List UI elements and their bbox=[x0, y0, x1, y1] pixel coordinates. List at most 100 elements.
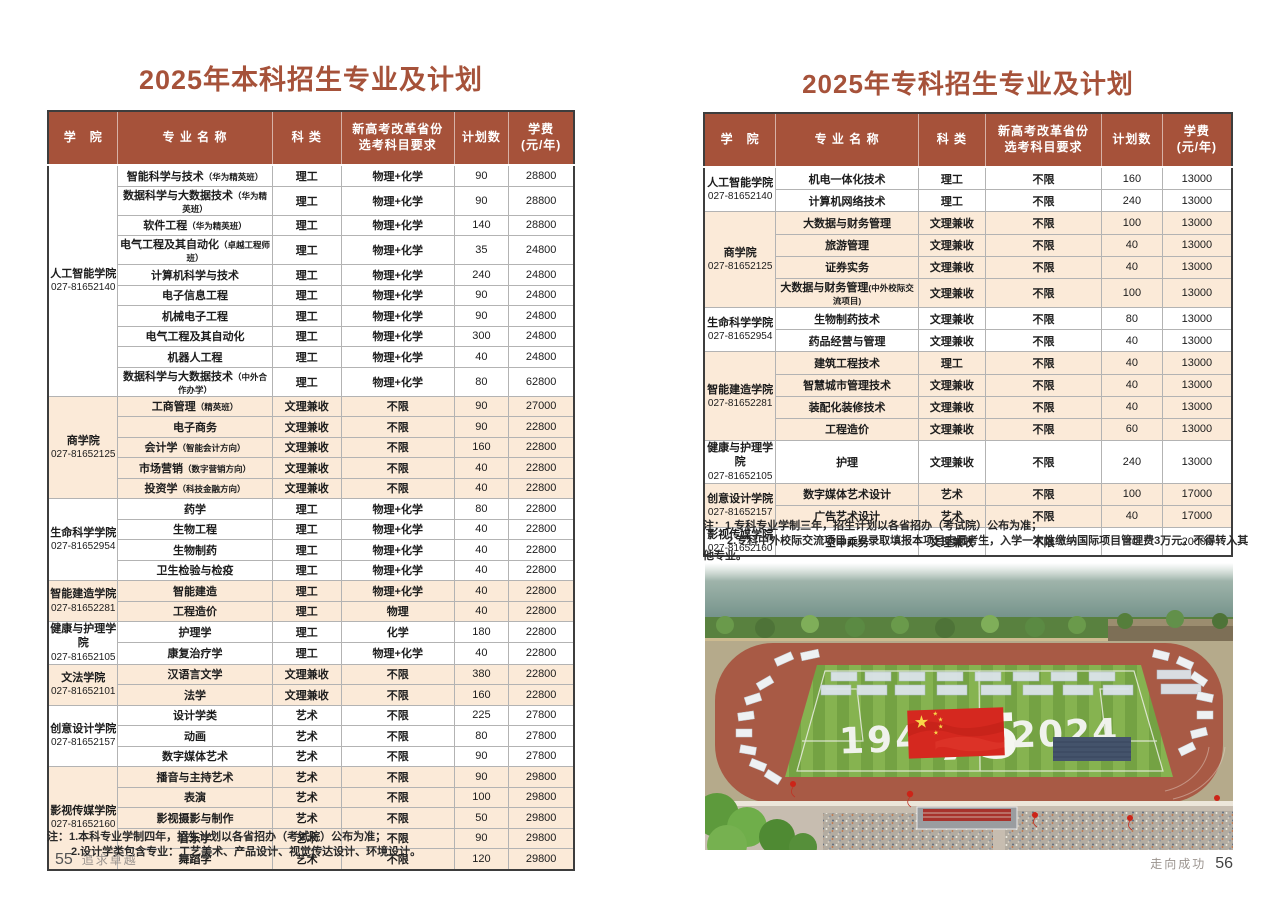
table-row: 法学 文理兼收 不限 160 22800 bbox=[48, 684, 575, 706]
major-cell: 音乐学 bbox=[117, 827, 273, 850]
category-cell: 理工 bbox=[271, 518, 342, 540]
subjects-cell: 不限 bbox=[984, 277, 1103, 308]
fee-cell: 13000 bbox=[1161, 166, 1233, 191]
table-row: 商学院 027-81652125 大数据与财务管理 文理兼收 不限 100 13000 bbox=[703, 211, 1233, 308]
category-cell: 艺术 bbox=[271, 745, 342, 768]
fee-cell: 20000 bbox=[1161, 527, 1233, 557]
plan-cell: 80 bbox=[453, 498, 510, 520]
major-cell: 电气工程及其自动化 bbox=[117, 325, 273, 347]
subjects-cell: 物理+化学 bbox=[340, 214, 455, 236]
table-row: 计算机网络技术 理工 不限 240 13000 bbox=[704, 189, 1233, 213]
subjects-cell: 不限 bbox=[984, 417, 1103, 442]
fee-cell: 29800 bbox=[508, 807, 575, 829]
left-page-footer: 55 追求卓越 bbox=[55, 851, 138, 869]
plan-cell: 60 bbox=[1101, 417, 1163, 442]
fee-cell: 13000 bbox=[1161, 211, 1233, 235]
major-cell: 汉语言文学 bbox=[117, 663, 273, 686]
college-cell: 创意设计学院 027-81652157 bbox=[47, 704, 119, 768]
table-row: 智慧城市管理技术 文理兼收 不限 40 13000 bbox=[704, 373, 1233, 397]
plan-cell: 80 bbox=[453, 725, 510, 747]
right-page-footer: 走向成功 56 bbox=[703, 855, 1233, 873]
subjects-cell: 不限 bbox=[340, 807, 455, 829]
college-cell: 人工智能学院 027-81652140 bbox=[703, 166, 777, 213]
plan-cell: 90 bbox=[453, 745, 510, 768]
table-row: 电气工程及其自动化 理工 物理+化学 300 24800 bbox=[48, 325, 575, 347]
category-cell: 文理兼收 bbox=[917, 440, 986, 484]
table-row: 投资学（科技金融方向） 文理兼收 不限 40 22800 bbox=[48, 477, 575, 499]
fee-cell: 13000 bbox=[1161, 417, 1233, 442]
fee-cell: 22800 bbox=[508, 620, 575, 644]
category-cell: 文理兼收 bbox=[917, 329, 986, 353]
subjects-cell: 不限 bbox=[340, 457, 455, 479]
subjects-cell: 不限 bbox=[984, 233, 1103, 257]
column-header: 新高考改革省份 选考科目要求 bbox=[984, 113, 1102, 168]
plan-cell: 160 bbox=[453, 436, 510, 458]
table-row: 药品经营与管理 文理兼收 不限 40 13000 bbox=[704, 329, 1233, 353]
subjects-cell: 物理+化学 bbox=[340, 284, 455, 306]
table-row: 电气工程及其自动化（卓越工程师班） 理工 物理+化学 35 24800 bbox=[48, 235, 575, 265]
plan-cell: 50 bbox=[453, 807, 510, 829]
table-row: 影视传媒学院 027-81652160 空中乘务 文理兼收 不限 40 20000 bbox=[703, 527, 1233, 557]
major-cell: 装配化装修技术 bbox=[775, 395, 919, 419]
column-header: 计划数 bbox=[1101, 113, 1163, 168]
table-row: 舞蹈学 艺术 不限 120 29800 bbox=[48, 848, 575, 871]
college-cell: 智能建造学院 027-81652281 bbox=[47, 580, 119, 622]
major-cell: 软件工程（华为精英班） bbox=[117, 214, 273, 236]
category-cell: 理工 bbox=[271, 580, 342, 602]
page-number: 55 bbox=[55, 851, 73, 868]
category-cell: 艺术 bbox=[271, 786, 342, 809]
category-cell: 文理兼收 bbox=[917, 395, 986, 419]
category-cell: 理工 bbox=[271, 600, 342, 622]
subjects-cell: 不限 bbox=[340, 416, 455, 438]
table-row: 人工智能学院 027-81652140 机电一体化技术 理工 不限 160 13000 bbox=[703, 166, 1233, 213]
category-cell: 理工 bbox=[271, 559, 342, 581]
subjects-cell: 不限 bbox=[984, 306, 1103, 331]
fee-cell: 28800 bbox=[508, 185, 575, 216]
fee-cell: 22800 bbox=[508, 684, 575, 706]
major-cell: 药品经营与管理 bbox=[775, 329, 919, 353]
subjects-cell: 不限 bbox=[340, 725, 455, 747]
major-cell: 电气工程及其自动化（卓越工程师班） bbox=[117, 235, 273, 265]
category-cell: 理工 bbox=[271, 620, 342, 644]
fee-cell: 13000 bbox=[1161, 395, 1233, 419]
subjects-cell: 不限 bbox=[984, 527, 1103, 557]
undergraduate-table: 学 院专 业 名 称科 类新高考改革省份 选考科目要求 计划数 学费 (元/年) 人工… bbox=[47, 110, 575, 871]
china-flag bbox=[907, 707, 1005, 759]
category-cell: 理工 bbox=[271, 498, 342, 520]
plan-cell: 40 bbox=[453, 518, 510, 540]
fee-cell: 13000 bbox=[1161, 306, 1233, 331]
category-cell: 理工 bbox=[917, 189, 986, 213]
major-cell: 生物制药技术 bbox=[775, 306, 919, 331]
table-row: 数据科学与大数据技术（中外合作办学） 理工 物理+化学 80 62800 bbox=[48, 366, 575, 397]
student-formation-blocks bbox=[820, 669, 1202, 696]
subjects-cell: 物理+化学 bbox=[340, 580, 455, 602]
major-cell: 智能建造 bbox=[117, 580, 273, 602]
plan-cell: 40 bbox=[1101, 329, 1163, 353]
major-cell: 智能科学与技术（华为精英班） bbox=[117, 164, 273, 187]
fee-cell: 13000 bbox=[1161, 189, 1233, 213]
note-line: 2.专科中外校际交流项目，只录取填报本项目志愿考生，入学一次性缴纳国际项目管理费… bbox=[703, 534, 1249, 562]
plan-cell: 40 bbox=[453, 559, 510, 581]
plan-cell: 120 bbox=[453, 848, 510, 871]
plan-cell: 80 bbox=[1101, 306, 1163, 331]
fee-cell: 22800 bbox=[508, 518, 575, 540]
plan-cell: 160 bbox=[453, 684, 510, 706]
major-cell: 数字媒体艺术设计 bbox=[775, 482, 919, 506]
plan-cell: 240 bbox=[1101, 440, 1163, 484]
major-cell: 计算机科学与技术 bbox=[117, 264, 273, 286]
category-cell: 文理兼收 bbox=[917, 255, 986, 279]
major-cell: 卫生检验与检疫 bbox=[117, 559, 273, 581]
plan-cell: 90 bbox=[453, 416, 510, 438]
major-cell: 市场营销（数字营销方向） bbox=[117, 457, 273, 479]
page-number: 56 bbox=[1215, 855, 1233, 872]
major-cell: 投资学（科技金融方向） bbox=[117, 477, 273, 499]
major-cell: 康复治疗学 bbox=[117, 642, 273, 665]
plan-cell: 140 bbox=[453, 214, 510, 236]
fee-cell: 28800 bbox=[508, 214, 575, 236]
subjects-cell: 物理+化学 bbox=[340, 539, 455, 561]
category-cell: 理工 bbox=[271, 642, 342, 665]
header-row: 学 院专 业 名 称科 类新高考改革省份 选考科目要求 计划数 学费 (元/年) bbox=[704, 113, 1232, 168]
plan-cell: 40 bbox=[1101, 504, 1163, 529]
subjects-cell: 物理+化学 bbox=[340, 346, 455, 368]
